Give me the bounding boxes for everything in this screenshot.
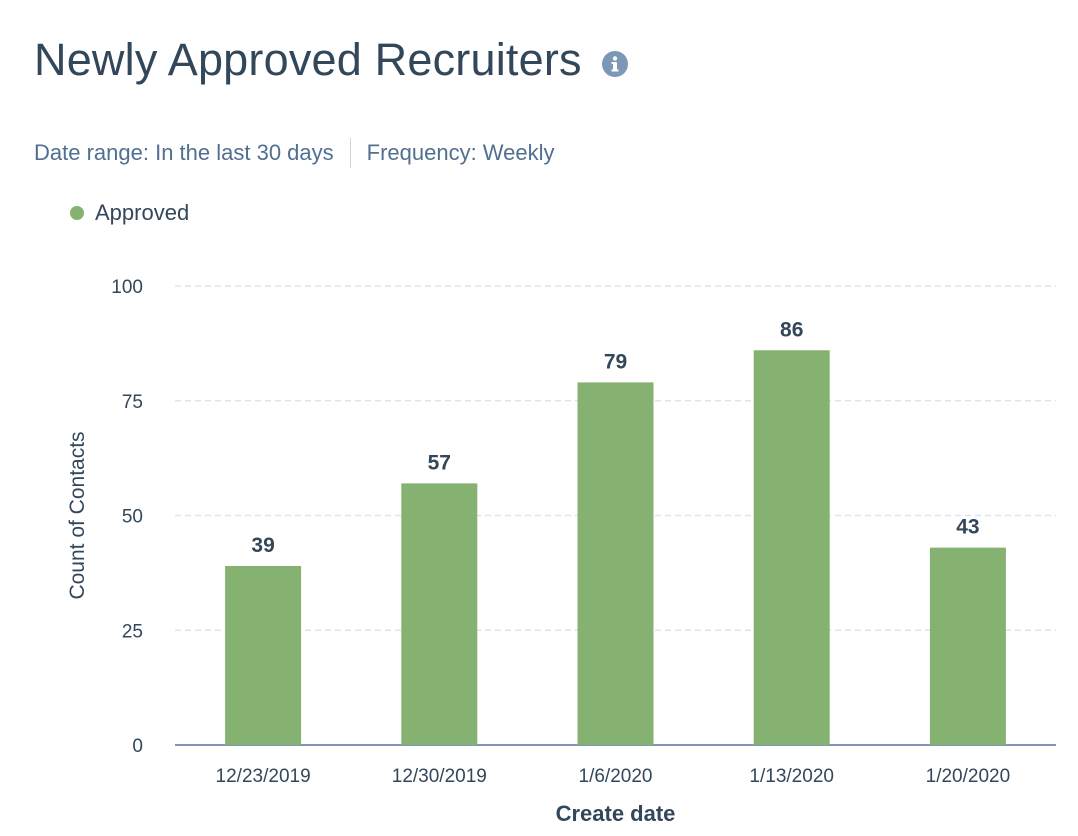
- chart-title-text: Newly Approved Recruiters: [34, 34, 582, 85]
- x-tick-label: 12/30/2019: [392, 766, 487, 787]
- filter-separator: [349, 138, 351, 168]
- chart-title: Newly Approved Recruiters: [34, 34, 628, 86]
- y-tick-label: 25: [122, 621, 143, 642]
- x-tick-label: 1/6/2020: [579, 766, 653, 787]
- bar[interactable]: [753, 350, 830, 745]
- report-filters: Date range: In the last 30 days Frequenc…: [34, 138, 555, 168]
- info-icon[interactable]: [601, 51, 628, 77]
- data-label: 86: [780, 318, 803, 341]
- chart-legend[interactable]: Approved: [70, 200, 189, 226]
- bar[interactable]: [929, 547, 1006, 745]
- x-axis-title: Create date: [556, 801, 676, 826]
- y-tick-label: 100: [111, 277, 143, 298]
- y-tick-label: 50: [122, 507, 143, 528]
- data-label: 39: [251, 534, 274, 557]
- y-tick-label: 75: [122, 392, 143, 413]
- y-tick-label: 0: [132, 736, 143, 757]
- x-tick-label: 12/23/2019: [216, 766, 311, 787]
- data-label: 57: [428, 451, 451, 474]
- frequency-filter[interactable]: Frequency: Weekly: [366, 140, 555, 165]
- data-label: 43: [956, 516, 979, 539]
- x-tick-label: 1/20/2020: [926, 766, 1011, 787]
- bar[interactable]: [401, 483, 478, 745]
- data-label: 79: [604, 350, 627, 373]
- legend-swatch-approved: [70, 206, 84, 220]
- y-axis-title: Count of Contacts: [66, 431, 89, 599]
- bar[interactable]: [225, 565, 302, 745]
- x-tick-label: 1/13/2020: [749, 766, 834, 787]
- bar[interactable]: [577, 382, 654, 745]
- legend-label-approved: Approved: [95, 200, 190, 225]
- date-range-filter[interactable]: Date range: In the last 30 days: [34, 140, 334, 165]
